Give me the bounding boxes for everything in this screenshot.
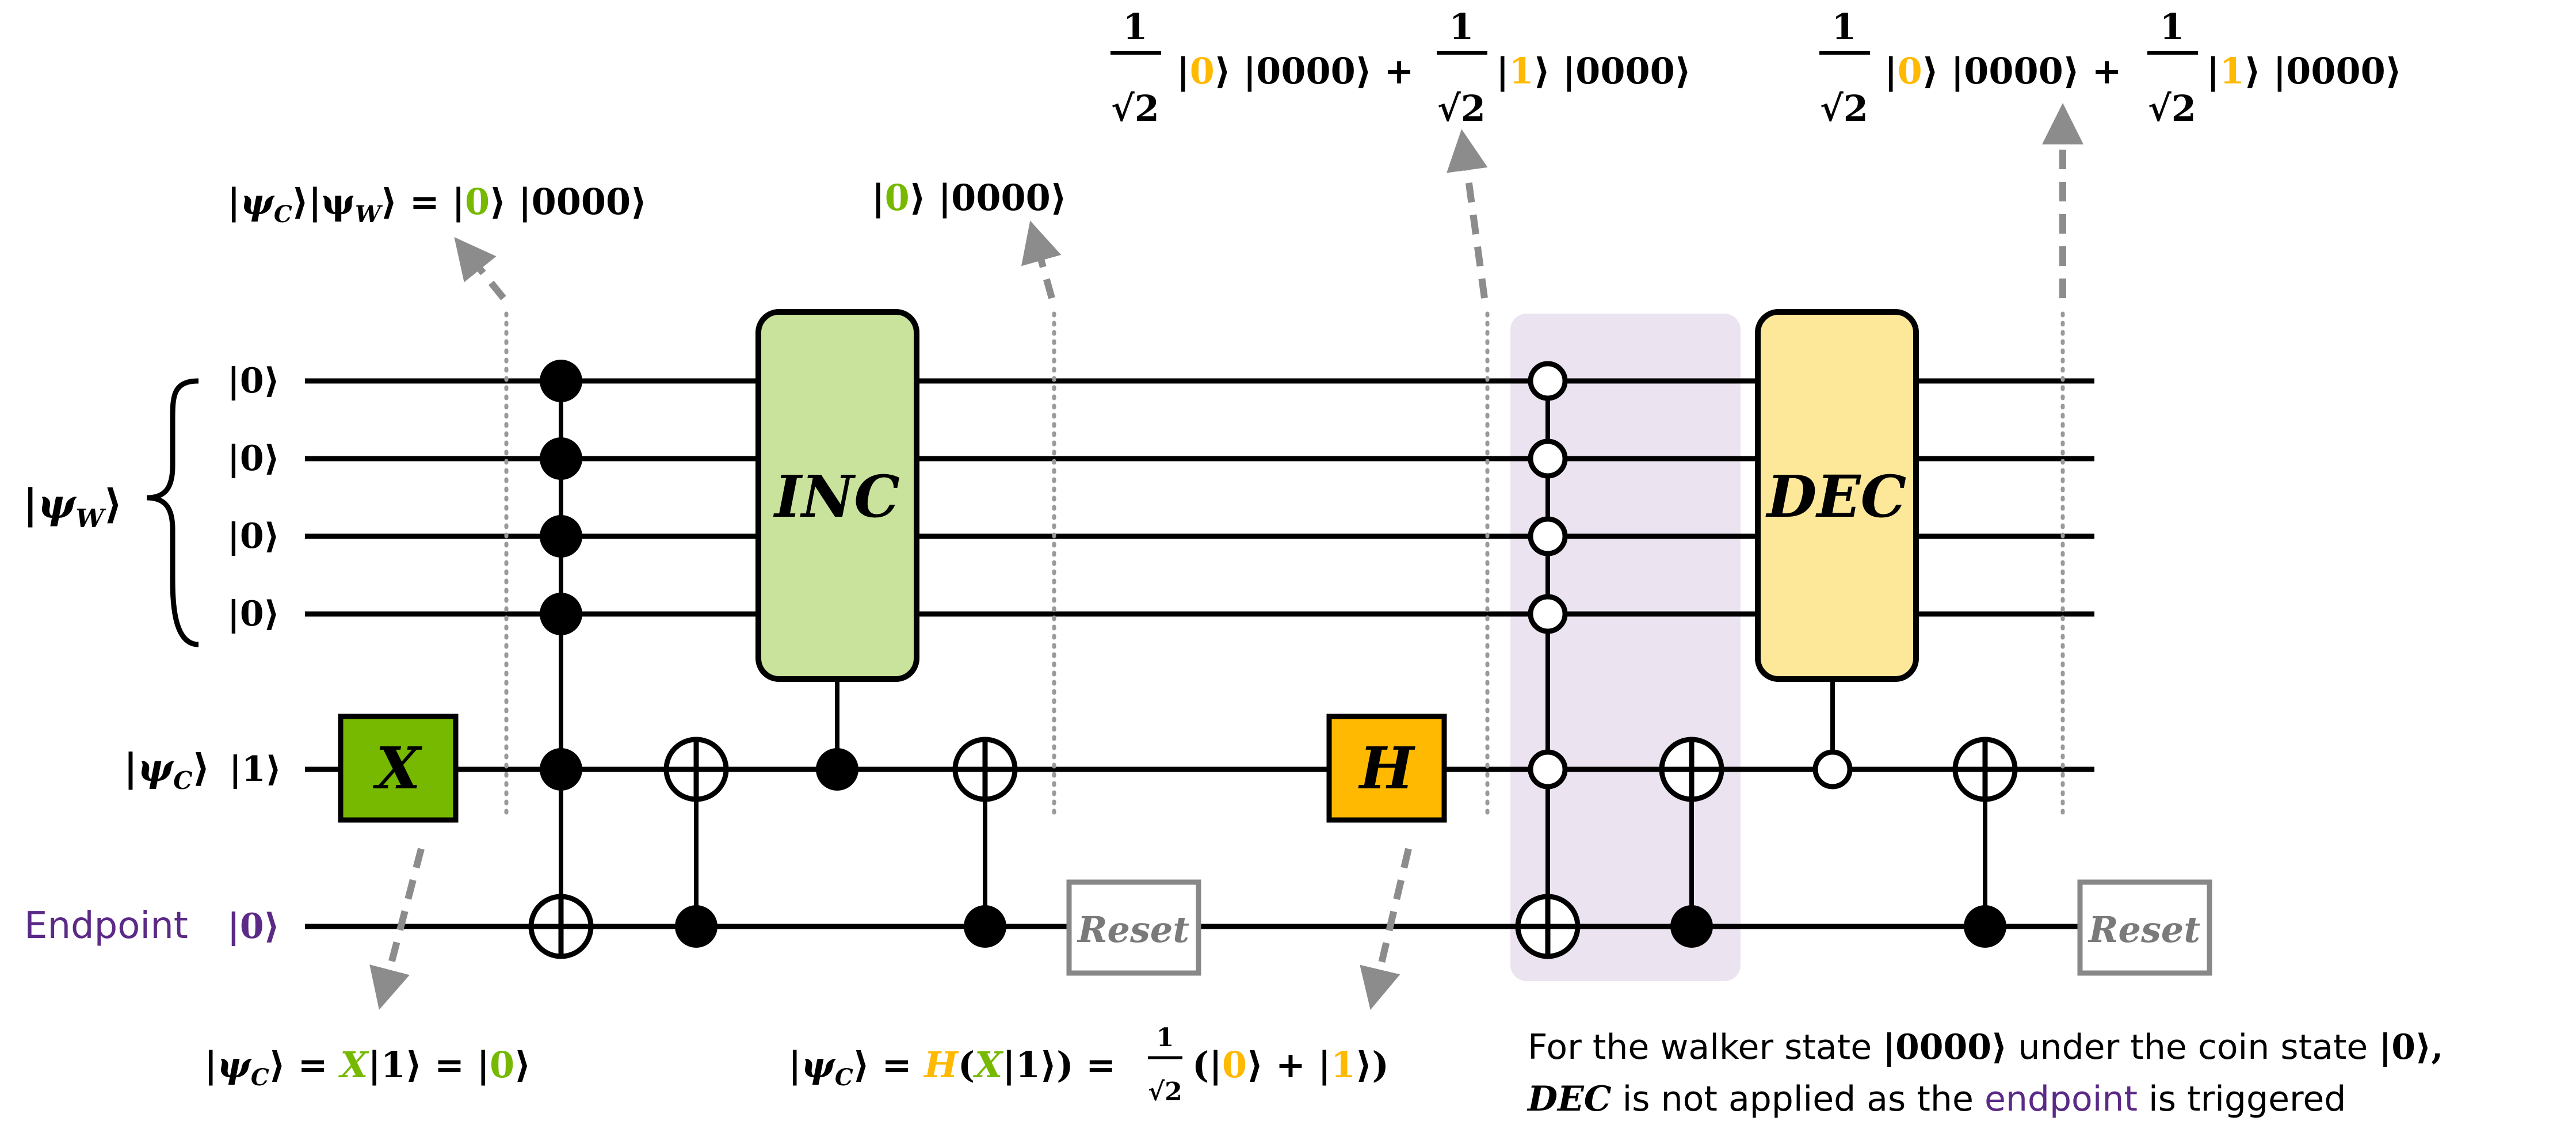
svg-text:|1⟩ |0000⟩: |1⟩ |0000⟩ bbox=[2207, 50, 2402, 92]
cnot-target bbox=[1659, 737, 1724, 802]
walker-brace bbox=[146, 378, 199, 647]
arrow-state1 bbox=[454, 237, 506, 300]
svg-text:|0⟩ |0000⟩ +: |0⟩ |0000⟩ + bbox=[1177, 50, 1414, 92]
control-dot bbox=[1964, 905, 2006, 948]
open-control bbox=[1528, 516, 1568, 556]
control-dot bbox=[964, 905, 1006, 948]
endpoint-register-label: Endpoint bbox=[24, 905, 188, 947]
svg-text:√2: √2 bbox=[1148, 1077, 1182, 1107]
control-dot bbox=[540, 748, 582, 791]
state-annotation-2: |0⟩ |0000⟩ bbox=[872, 177, 1067, 219]
endpoint-init: |0⟩ bbox=[227, 906, 280, 947]
control-dot bbox=[540, 437, 582, 480]
arrow-x-explain bbox=[369, 848, 425, 1010]
state-annotation-1: |ψC⟩|ψW⟩ = |0⟩ |0000⟩ bbox=[227, 181, 647, 228]
endpoint-check-highlight bbox=[1510, 314, 1741, 981]
barrier-lines bbox=[504, 311, 2065, 819]
svg-text:1: 1 bbox=[1831, 6, 1856, 48]
cnot-target bbox=[952, 737, 1018, 802]
svg-text:|0⟩ |0000⟩ +: |0⟩ |0000⟩ + bbox=[1884, 50, 2122, 92]
walker-init-1: |0⟩ bbox=[227, 361, 280, 401]
x-gate-label: X bbox=[372, 734, 422, 802]
note-line-2: DEC is not applied as the endpoint is tr… bbox=[1526, 1079, 2346, 1119]
open-control bbox=[1812, 749, 1853, 790]
control-dot bbox=[675, 905, 718, 948]
walker-register-label: |ψW⟩ bbox=[23, 480, 123, 533]
arrow-state2 bbox=[1021, 220, 1062, 299]
svg-text:1: 1 bbox=[1449, 6, 1474, 48]
control-dot bbox=[816, 748, 858, 791]
open-controls bbox=[1528, 361, 1853, 790]
coin-register-label: |ψC⟩ bbox=[124, 745, 210, 795]
svg-text:1: 1 bbox=[1157, 1023, 1174, 1052]
cnot-target bbox=[1952, 737, 2018, 802]
inc-gate bbox=[755, 309, 919, 682]
svg-text:(|0⟩ + |1⟩): (|0⟩ + |1⟩) bbox=[1192, 1044, 1389, 1086]
filled-controls bbox=[540, 360, 2006, 948]
svg-text:√2: √2 bbox=[1820, 87, 1868, 129]
svg-text:|ψC⟩ = H(X|1⟩) =: |ψC⟩ = H(X|1⟩) = bbox=[788, 1044, 1116, 1091]
h-gate-explanation: |ψC⟩ = H(X|1⟩) = 1 √2 (|0⟩ + |1⟩) bbox=[788, 1023, 1389, 1107]
svg-text:√2: √2 bbox=[1437, 87, 1486, 129]
h-gate bbox=[1326, 714, 1447, 823]
state-annotation-4: 1 √2 |0⟩ |0000⟩ + 1 √2 |1⟩ |0000⟩ bbox=[1819, 6, 2402, 129]
svg-text:|1⟩ |0000⟩: |1⟩ |0000⟩ bbox=[1496, 50, 1691, 92]
state-annotation-3: 1 √2 |0⟩ |0000⟩ + 1 √2 |1⟩ |0000⟩ bbox=[1110, 6, 1691, 129]
coin-init: |1⟩ bbox=[229, 749, 281, 790]
reset-gate-1 bbox=[1066, 879, 1201, 976]
cnot-targets bbox=[528, 737, 2018, 959]
note-line-1: For the walker state |0000⟩ under the co… bbox=[1528, 1027, 2443, 1067]
h-gate-label: H bbox=[1358, 734, 1416, 802]
svg-text:1: 1 bbox=[2159, 6, 2184, 48]
control-dot bbox=[540, 360, 582, 402]
control-dot bbox=[540, 593, 582, 635]
cnot-target bbox=[1515, 894, 1581, 959]
svg-text:√2: √2 bbox=[2148, 87, 2196, 129]
open-control bbox=[1528, 749, 1568, 790]
reset-gate-2 bbox=[2077, 879, 2212, 976]
inc-gate-label: INC bbox=[773, 463, 900, 531]
walker-init-3: |0⟩ bbox=[227, 516, 280, 556]
open-control bbox=[1528, 594, 1568, 634]
arrow-h-explain bbox=[1360, 848, 1412, 1010]
state-arrows bbox=[369, 103, 2083, 1010]
x-gate-explanation: |ψC⟩ = X|1⟩ = |0⟩ bbox=[204, 1044, 531, 1091]
x-gate bbox=[338, 714, 459, 823]
cnot-target bbox=[663, 737, 729, 802]
svg-text:√2: √2 bbox=[1111, 87, 1159, 129]
open-control bbox=[1528, 361, 1568, 401]
cnot-target bbox=[528, 894, 594, 959]
arrow-state3 bbox=[1447, 129, 1488, 299]
reset-gate-2-label: Reset bbox=[2087, 909, 2200, 951]
open-control bbox=[1528, 438, 1568, 479]
walker-init-4: |0⟩ bbox=[227, 594, 280, 634]
reset-gate-1-label: Reset bbox=[1077, 909, 1189, 951]
svg-text:1: 1 bbox=[1123, 6, 1147, 48]
control-dot bbox=[540, 515, 582, 558]
control-dot bbox=[1670, 905, 1713, 948]
dec-gate bbox=[1755, 309, 1919, 682]
walker-init-2: |0⟩ bbox=[227, 438, 280, 479]
dec-gate-label: DEC bbox=[1765, 463, 1907, 531]
